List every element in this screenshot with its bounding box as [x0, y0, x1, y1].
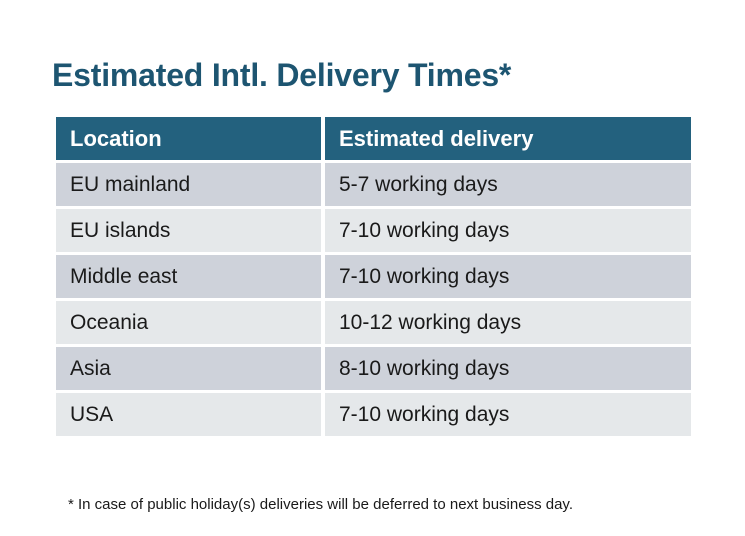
cell-location: USA — [56, 393, 321, 436]
cell-estimated-delivery: 10-12 working days — [325, 301, 691, 344]
table-body: EU mainland 5-7 working days EU islands … — [56, 163, 691, 436]
cell-location: Middle east — [56, 255, 321, 298]
cell-estimated-delivery: 5-7 working days — [325, 163, 691, 206]
delivery-times-table: Location Estimated delivery EU mainland … — [52, 114, 695, 439]
cell-location: EU mainland — [56, 163, 321, 206]
cell-estimated-delivery: 7-10 working days — [325, 393, 691, 436]
cell-location: EU islands — [56, 209, 321, 252]
table-row: USA 7-10 working days — [56, 393, 691, 436]
column-header-location: Location — [56, 117, 321, 160]
cell-location: Oceania — [56, 301, 321, 344]
cell-estimated-delivery: 7-10 working days — [325, 255, 691, 298]
table-row: EU mainland 5-7 working days — [56, 163, 691, 206]
cell-estimated-delivery: 7-10 working days — [325, 209, 691, 252]
column-header-estimated-delivery: Estimated delivery — [325, 117, 691, 160]
table-row: Asia 8-10 working days — [56, 347, 691, 390]
table-row: Oceania 10-12 working days — [56, 301, 691, 344]
table-header-row: Location Estimated delivery — [56, 117, 691, 160]
table-row: Middle east 7-10 working days — [56, 255, 691, 298]
cell-estimated-delivery: 8-10 working days — [325, 347, 691, 390]
table-header: Location Estimated delivery — [56, 117, 691, 160]
table-row: EU islands 7-10 working days — [56, 209, 691, 252]
page-title: Estimated Intl. Delivery Times* — [52, 57, 512, 94]
cell-location: Asia — [56, 347, 321, 390]
footnote-text: * In case of public holiday(s) deliverie… — [68, 496, 573, 513]
